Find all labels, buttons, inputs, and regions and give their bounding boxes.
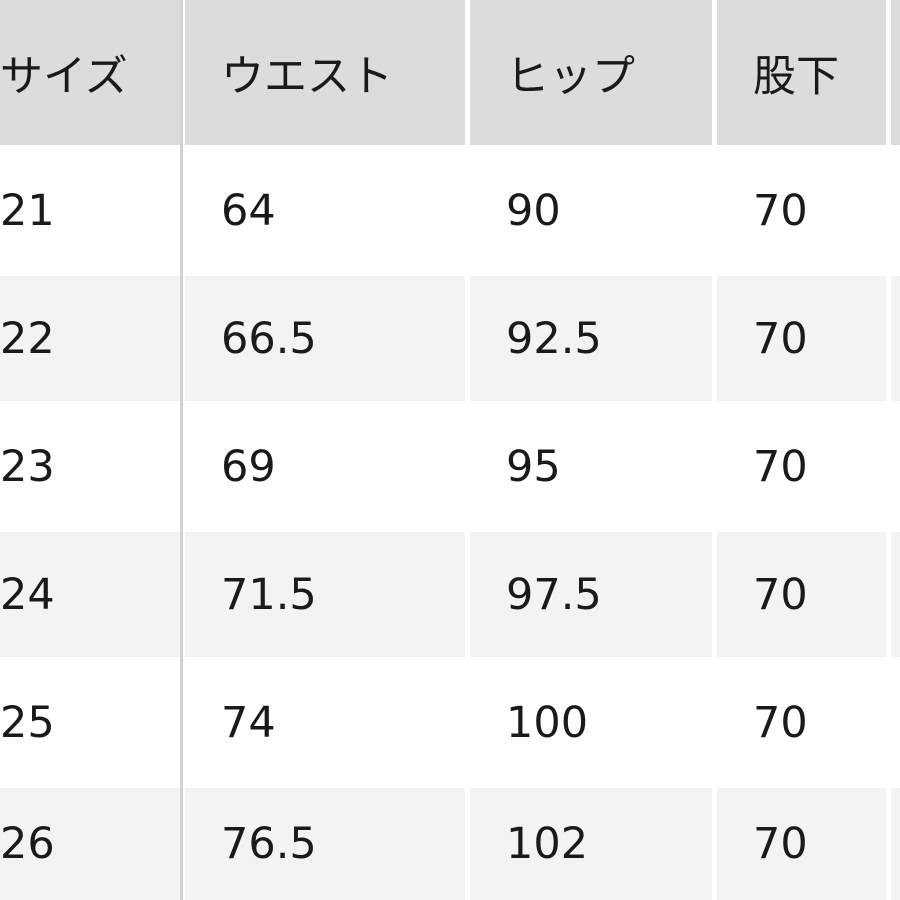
size-value: 24 xyxy=(0,569,55,620)
header-size-label: サイズ xyxy=(0,51,128,102)
header-hip: ヒップ xyxy=(470,0,712,145)
table-cell-size: 26 xyxy=(0,788,180,900)
table-cell-waist: 66.5 xyxy=(185,276,465,401)
table-cell-size: 21 xyxy=(0,148,180,273)
table-cell-extra xyxy=(891,148,900,273)
header-extra xyxy=(891,0,900,145)
size-value: 23 xyxy=(0,441,55,492)
table-cell-hip: 90 xyxy=(506,185,561,236)
table-cell-inseam: 70 xyxy=(753,697,808,748)
table-cell-inseam: 70 xyxy=(717,532,886,657)
size-value: 26 xyxy=(0,819,55,869)
table-cell-waist: 74 xyxy=(221,697,276,748)
header-waist: ウエスト xyxy=(185,0,465,145)
column-divider xyxy=(180,0,183,900)
table-cell-extra xyxy=(891,788,900,900)
header-inseam: 股下 xyxy=(717,0,886,145)
table-cell-size: 25 xyxy=(0,660,180,785)
table-cell-extra xyxy=(891,404,900,529)
table-cell-waist: 71.5 xyxy=(185,532,465,657)
table-cell-extra xyxy=(891,532,900,657)
table-cell-inseam: 70 xyxy=(717,276,886,401)
table-cell-waist: 69 xyxy=(221,441,276,492)
table-cell-size: 23 xyxy=(0,404,180,529)
table-cell-hip: 92.5 xyxy=(470,276,712,401)
table-cell-extra xyxy=(891,276,900,401)
size-value: 25 xyxy=(0,697,55,748)
table-cell-extra xyxy=(891,660,900,785)
size-value: 22 xyxy=(0,313,55,364)
table-cell-hip: 97.5 xyxy=(470,532,712,657)
size-value: 21 xyxy=(0,185,55,236)
table-cell-waist: 76.5 xyxy=(185,788,465,900)
table-cell-hip: 102 xyxy=(470,788,712,900)
table-cell-inseam: 70 xyxy=(717,788,886,900)
table-cell-waist: 64 xyxy=(221,185,276,236)
table-cell-hip: 95 xyxy=(506,441,561,492)
table-cell-size: 22 xyxy=(0,276,180,401)
header-size: サイズ xyxy=(0,0,180,145)
table-cell-size: 24 xyxy=(0,532,180,657)
table-cell-inseam: 70 xyxy=(753,441,808,492)
table-cell-inseam: 70 xyxy=(753,185,808,236)
table-cell-hip: 100 xyxy=(506,697,589,748)
